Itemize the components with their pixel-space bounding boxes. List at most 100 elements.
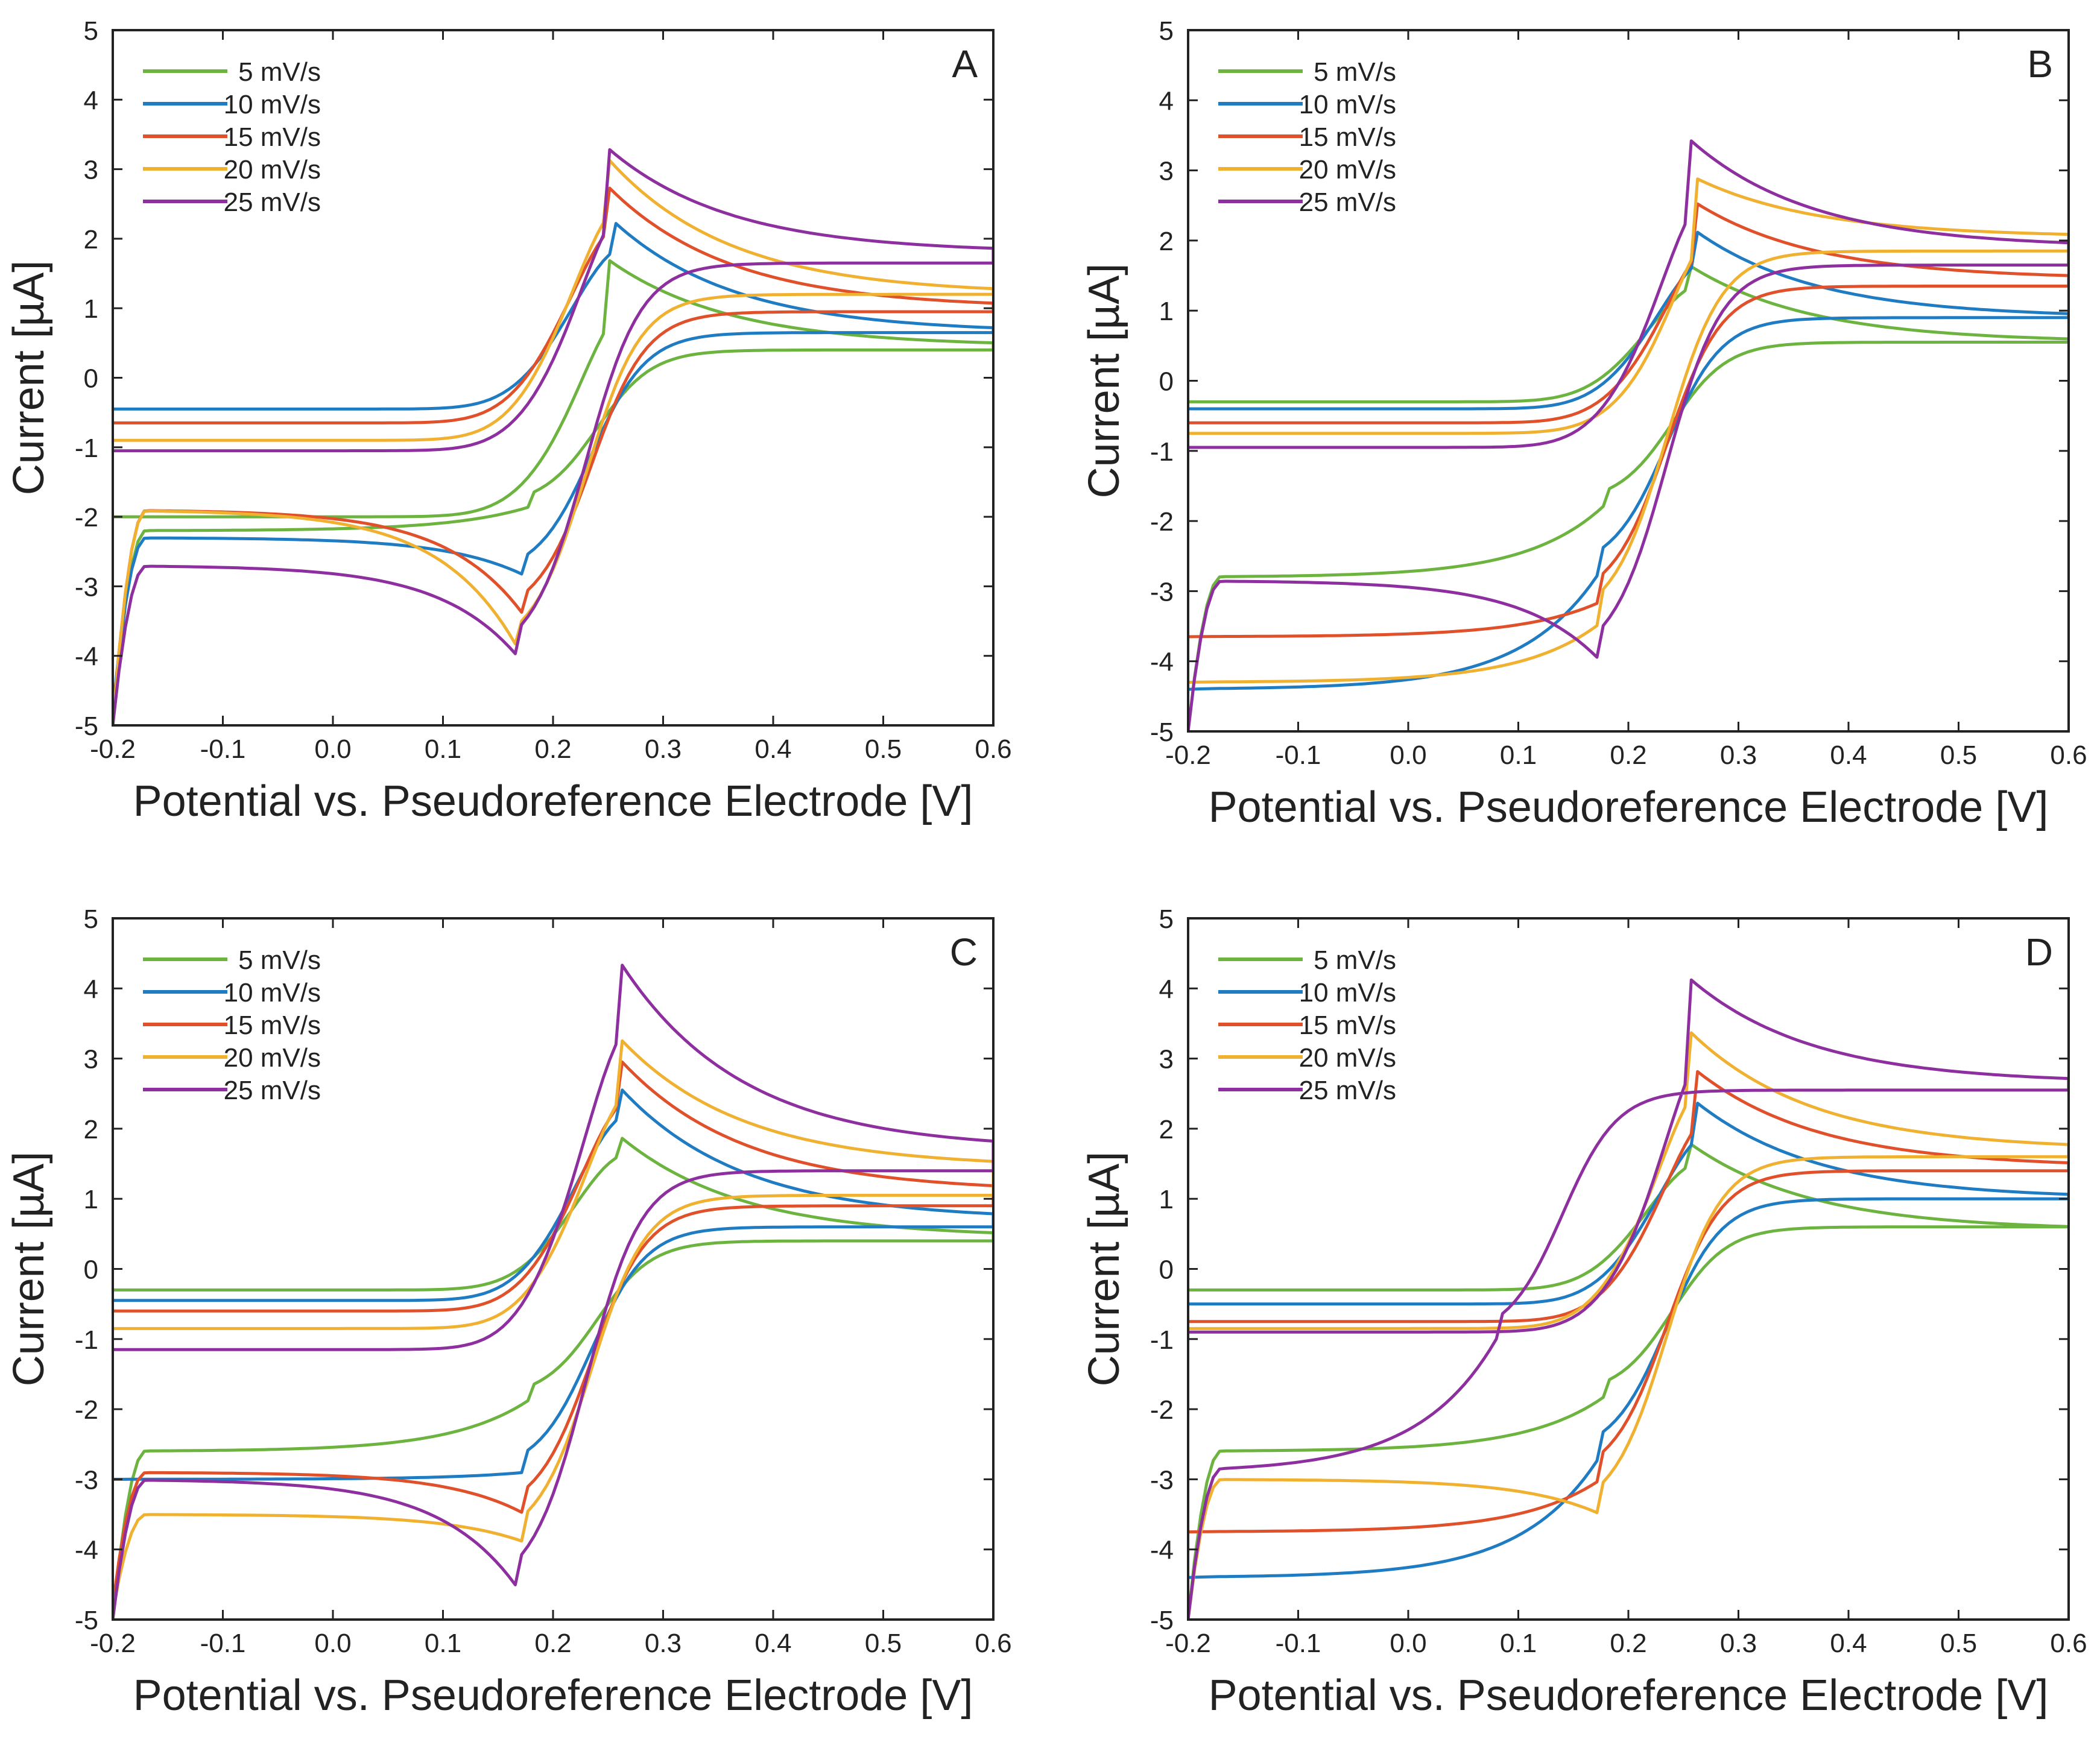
y-tick-label: -5 (1150, 718, 1174, 747)
y-tick-label: 4 (1159, 974, 1174, 1004)
y-tick-label: 5 (1159, 16, 1174, 46)
x-tick-label: 0.5 (1940, 740, 1977, 770)
series-line-15-mvs (1188, 202, 2069, 639)
y-tick-label: -4 (75, 642, 98, 672)
y-tick-label: 0 (84, 1255, 98, 1285)
legend-label: 15 mV/s (224, 1011, 321, 1040)
legend-label: 15 mV/s (1299, 1011, 1396, 1040)
series-line-10-mvs (1188, 1102, 2069, 1579)
series-line-5-mvs (113, 259, 993, 725)
legend-label: 15 mV/s (1299, 122, 1396, 152)
y-tick-label: -1 (75, 434, 98, 463)
y-tick-label: -1 (1150, 1325, 1174, 1355)
panel-b: -0.2 -0.1 0.0 0.1 0.2 0.3 0.4 0.5 0.6 5 4 3 2 1 0 -1 -2 -… (1080, 16, 2087, 831)
panel-letter: A (952, 42, 978, 86)
x-tick-label: 0.1 (425, 1629, 461, 1658)
y-axis-title: Current [µA] (5, 1152, 53, 1387)
x-tick-label: 0.6 (975, 1629, 1011, 1658)
x-tick-label: 0.3 (1720, 1629, 1757, 1658)
panel-letter: D (2025, 930, 2053, 974)
legend-label: 10 mV/s (1299, 90, 1396, 119)
x-tick-label: -0.2 (90, 734, 136, 764)
x-tick-label: 0.5 (1940, 1629, 1977, 1658)
x-tick-label: 0.5 (865, 734, 902, 764)
x-tick-label: 0.3 (645, 1629, 682, 1658)
x-tick-label: 0.2 (1610, 1629, 1646, 1658)
panel-letter: B (2027, 42, 2053, 86)
series-line-15-mvs (113, 1060, 993, 1606)
y-tick-label: 4 (84, 86, 98, 115)
series-line-20-mvs (113, 159, 993, 725)
x-tick-label: -0.1 (200, 734, 246, 764)
y-tick-label: -3 (75, 572, 98, 602)
y-tick-label: 4 (84, 974, 98, 1004)
y-tick-label: 1 (1159, 297, 1174, 326)
y-tick-label: 3 (1159, 157, 1174, 186)
x-tick-label: 0.0 (1390, 1629, 1426, 1658)
series-line-10-mvs (113, 1088, 993, 1481)
y-tick-label: 0 (1159, 367, 1174, 397)
y-tick-label: -2 (1150, 1395, 1174, 1425)
series-line-20-mvs (1188, 177, 2069, 684)
x-tick-label: 0.3 (645, 734, 682, 764)
x-tick-label: -0.1 (1276, 1629, 1321, 1658)
x-tick-label: 0.5 (865, 1629, 902, 1658)
x-tick-label: 0.4 (1830, 1629, 1867, 1658)
x-tick-label: 0.0 (1390, 740, 1426, 770)
y-tick-label: 2 (1159, 1115, 1174, 1144)
y-tick-label: 3 (1159, 1045, 1174, 1074)
x-tick-label: -0.1 (1276, 740, 1321, 770)
y-tick-label: 5 (1159, 904, 1174, 934)
series-line-25-mvs (113, 964, 993, 1620)
legend-label: 10 mV/s (224, 90, 321, 119)
y-tick-label: 2 (84, 225, 98, 254)
legend-label: 20 mV/s (224, 155, 321, 185)
y-axis-title: Current [µA] (1080, 263, 1128, 499)
y-tick-label: -5 (75, 1606, 98, 1635)
y-tick-label: 0 (84, 364, 98, 394)
panel-c: -0.2 -0.1 0.0 0.1 0.2 0.3 0.4 0.5 0.6 5 4 3 2 1 0 -1 -2 -… (5, 904, 1012, 1720)
y-tick-label: 5 (84, 904, 98, 934)
legend-label: 25 mV/s (224, 1076, 321, 1105)
legend-label: 5 mV/s (238, 57, 321, 87)
y-tick-label: 0 (1159, 1255, 1174, 1285)
y-tick-label: -5 (75, 711, 98, 741)
x-tick-label: 0.1 (1500, 740, 1537, 770)
y-tick-label: -3 (1150, 1465, 1174, 1495)
y-tick-label: 4 (1159, 86, 1174, 116)
series-line-25-mvs (1188, 978, 2069, 1620)
legend: 5 mV/s10 mV/s15 mV/s20 mV/s25 mV/s (1218, 57, 1396, 217)
x-tick-label: 0.6 (2050, 740, 2087, 770)
legend-label: 20 mV/s (224, 1043, 321, 1073)
y-tick-label: -3 (1150, 577, 1174, 607)
x-tick-label: 0.2 (534, 734, 571, 764)
series-line-10-mvs (113, 222, 993, 712)
legend-label: 10 mV/s (1299, 978, 1396, 1008)
legend-label: 25 mV/s (1299, 1076, 1396, 1105)
legend: 5 mV/s10 mV/s15 mV/s20 mV/s25 mV/s (143, 945, 321, 1105)
series-line-20-mvs (1188, 1031, 2069, 1620)
x-tick-label: 0.3 (1720, 740, 1757, 770)
x-tick-label: 0.6 (2050, 1629, 2087, 1658)
x-tick-label: 0.1 (1500, 1629, 1537, 1658)
series-line-15-mvs (1188, 1070, 2069, 1534)
x-tick-label: 0.0 (314, 734, 351, 764)
x-tick-label: -0.2 (90, 1629, 136, 1658)
legend-label: 20 mV/s (1299, 155, 1396, 185)
y-tick-label: -4 (75, 1536, 98, 1565)
y-tick-label: -1 (75, 1325, 98, 1355)
x-tick-label: 0.6 (975, 734, 1011, 764)
y-tick-label: 1 (84, 294, 98, 324)
legend-label: 25 mV/s (1299, 188, 1396, 217)
x-tick-label: 0.0 (314, 1629, 351, 1658)
x-tick-label: 0.2 (534, 1629, 571, 1658)
legend: 5 mV/s10 mV/s15 mV/s20 mV/s25 mV/s (143, 57, 321, 217)
series-line-15-mvs (113, 186, 993, 725)
y-tick-label: -4 (1150, 648, 1174, 677)
y-tick-label: -4 (1150, 1536, 1174, 1565)
x-axis-title: Potential vs. Pseudoreference Electrode … (133, 1671, 973, 1720)
y-tick-label: 5 (84, 16, 98, 46)
x-tick-label: 0.4 (1830, 740, 1867, 770)
y-axis-title: Current [µA] (5, 260, 53, 496)
